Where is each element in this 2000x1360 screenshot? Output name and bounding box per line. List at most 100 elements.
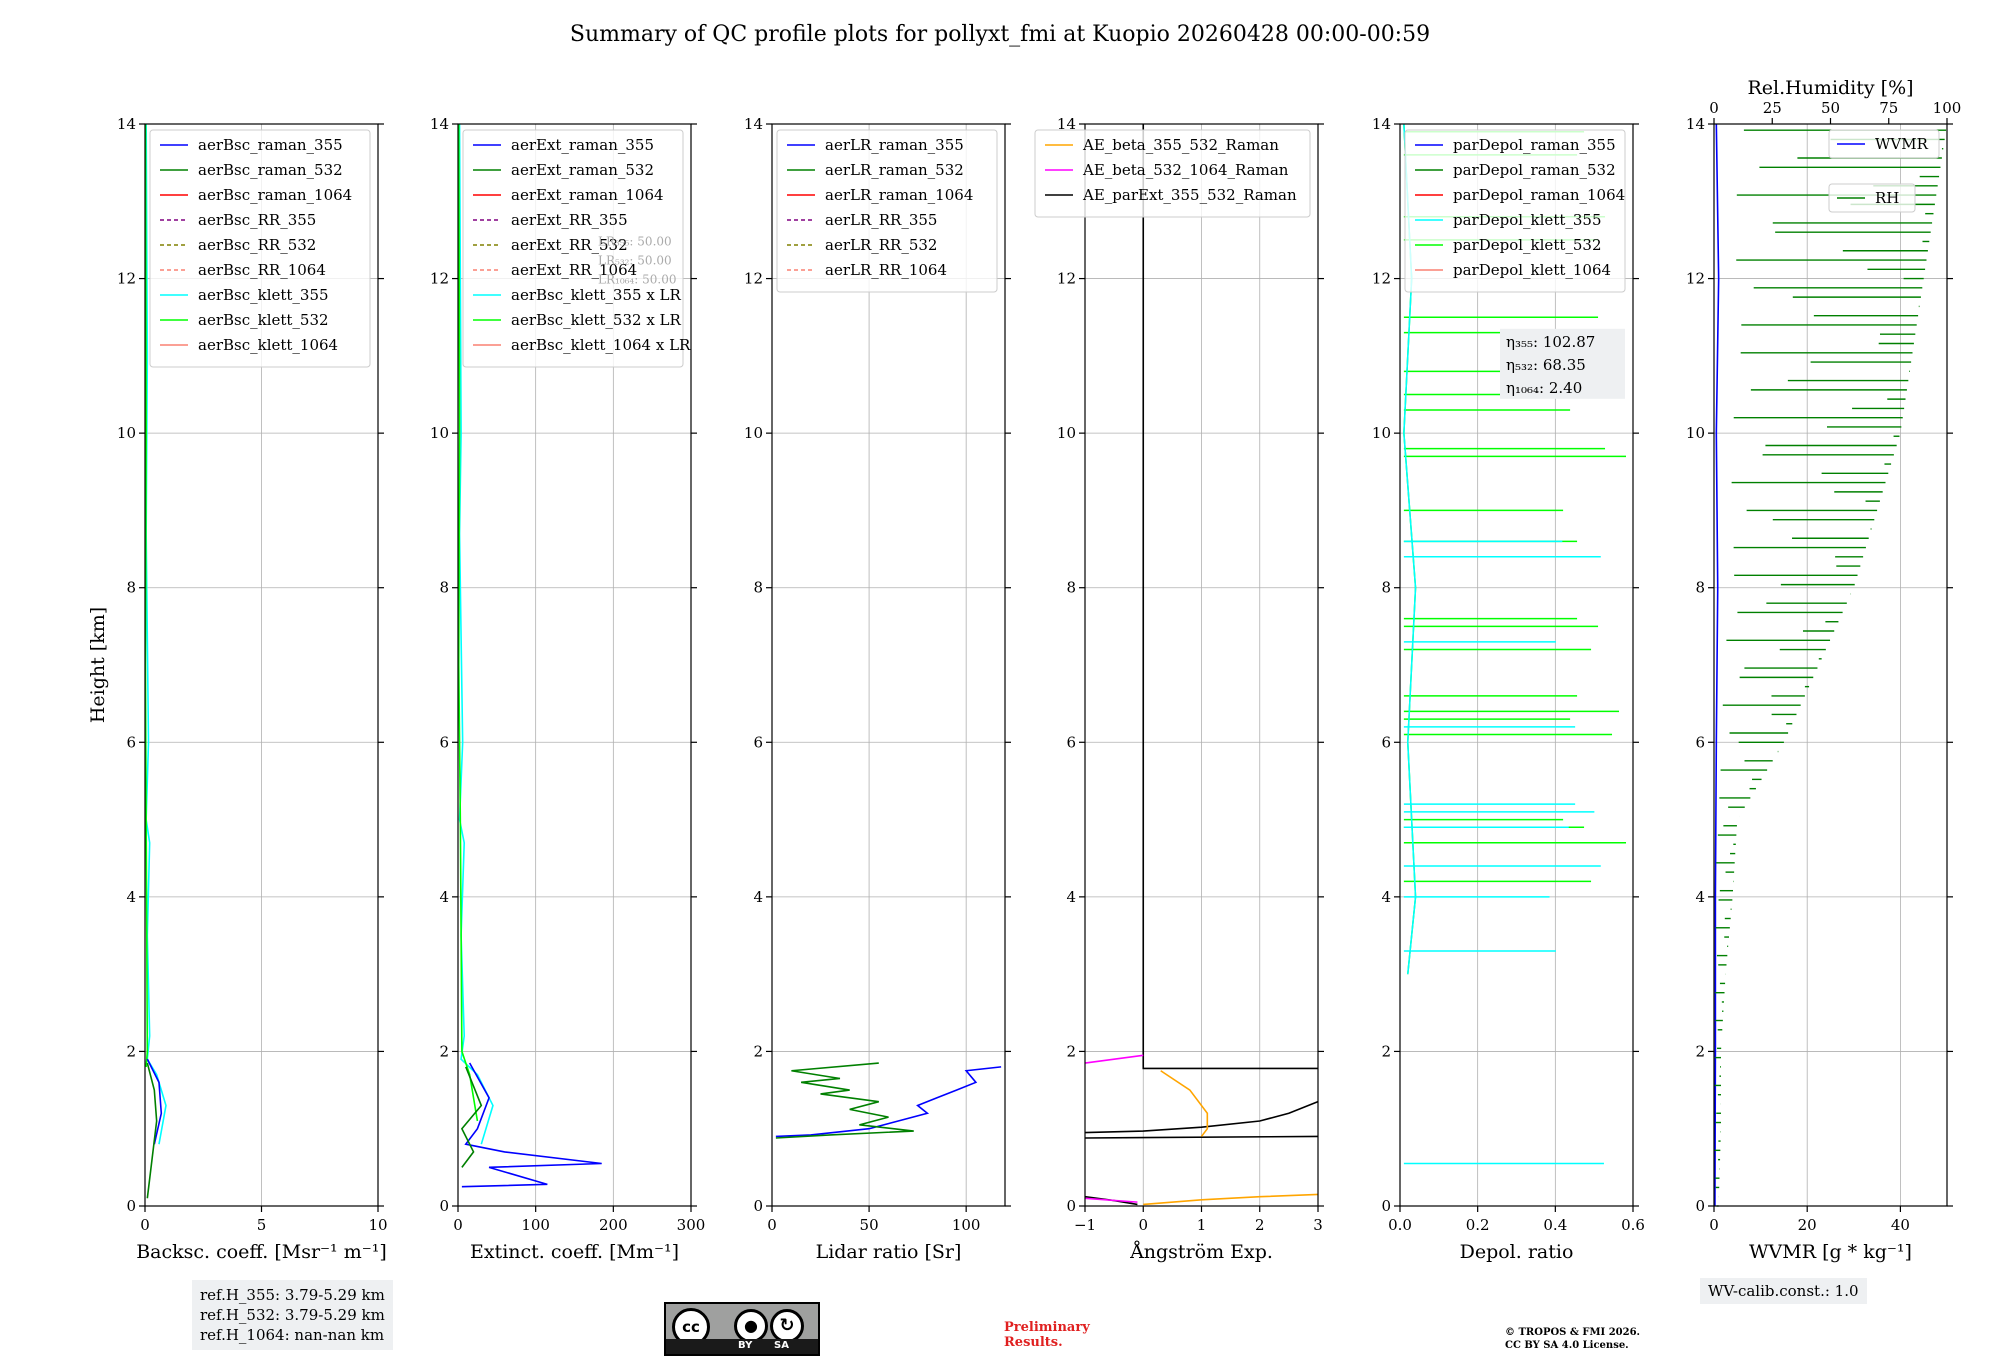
series-line-aerBsc_raman_532 bbox=[146, 1062, 158, 1199]
legend-label: aerBsc_klett_532 bbox=[198, 311, 329, 329]
wv-calib-box: WV-calib.const.: 1.0 bbox=[1700, 1278, 1867, 1304]
y-tick-label: 14 bbox=[1686, 115, 1705, 133]
x-axis-label: Lidar ratio [Sr] bbox=[816, 1241, 962, 1263]
x-axis-label: Ångström Exp. bbox=[1129, 1241, 1273, 1263]
x-tick-label: 0.2 bbox=[1466, 1216, 1490, 1234]
y-tick-label: 6 bbox=[1381, 733, 1391, 751]
panel-wv: 0 20 40 0 2 4 6 8 10 12 14 WVMR [g * kg⁻¹] 0 25 50 75 10… bbox=[1686, 77, 1961, 1263]
x-tick-label: 100 bbox=[952, 1216, 981, 1234]
legend-label: aerBsc_raman_532 bbox=[198, 161, 343, 179]
preliminary-line-1: Preliminary bbox=[1004, 1320, 1090, 1335]
cc-badge-bar: BY SA bbox=[666, 1339, 818, 1354]
y-tick-label: 2 bbox=[1381, 1042, 1391, 1060]
y-tick-label: 4 bbox=[1381, 888, 1391, 906]
legend-label: aerBsc_raman_355 bbox=[198, 136, 343, 154]
y-tick-label: 12 bbox=[1686, 270, 1705, 288]
y-tick-label: 0 bbox=[1066, 1197, 1076, 1215]
series-line-aerBsc_raman_355 bbox=[146, 1058, 163, 1145]
legend-label: aerExt_raman_1064 bbox=[511, 186, 664, 204]
y-tick-label: 12 bbox=[117, 270, 136, 288]
y-tick-label: 0 bbox=[126, 1197, 136, 1215]
reference-heights-box: ref.H_355: 3.79-5.29 km ref.H_532: 3.79-… bbox=[192, 1280, 393, 1350]
y-tick-label: 8 bbox=[1066, 579, 1076, 597]
x-tick-label: −1 bbox=[1074, 1216, 1096, 1234]
y-tick-label: 12 bbox=[1372, 270, 1391, 288]
copyright-line-1: © TROPOS & FMI 2026. bbox=[1505, 1327, 1641, 1338]
copyright-line-2: CC BY SA 4.0 License. bbox=[1505, 1340, 1629, 1351]
legend-box-wvmr bbox=[1828, 129, 1940, 159]
eta-label: η₁₀₆₄: 2.40 bbox=[1506, 379, 1582, 397]
y-tick-label: 14 bbox=[430, 115, 449, 133]
y-tick-label: 2 bbox=[439, 1042, 449, 1060]
x-tick-label: 20 bbox=[1798, 1216, 1817, 1234]
legend-label: AE_parExt_355_532_Raman bbox=[1082, 186, 1297, 204]
cc-license-badge: cc ● ↻ BY SA bbox=[664, 1302, 820, 1356]
x-axis-label: Depol. ratio bbox=[1460, 1241, 1574, 1263]
legend-box bbox=[1404, 129, 1626, 293]
cc-by-label: BY bbox=[738, 1340, 753, 1351]
legend-label: aerBsc_klett_1064 x LR bbox=[511, 336, 691, 354]
series-line-WVMR bbox=[1714, 123, 1720, 1207]
series-line-aerExt_raman_355 bbox=[461, 1062, 602, 1188]
y-tick-label: 0 bbox=[1695, 1197, 1705, 1215]
y-tick-label: 4 bbox=[1066, 888, 1076, 906]
axes-frame bbox=[771, 123, 1006, 1207]
series-line-AE_parExt_355_532_Raman bbox=[1084, 1100, 1319, 1134]
x-tick-label: 10 bbox=[368, 1216, 387, 1234]
y-tick-label: 0 bbox=[439, 1197, 449, 1215]
top-tick-label: 50 bbox=[1821, 99, 1840, 117]
y-tick-label: 2 bbox=[1066, 1042, 1076, 1060]
legend-label-rh: RH bbox=[1875, 189, 1899, 207]
panel-depol: 0.0 0.2 0.4 0.6 0 2 4 6 8 10 12 14 Depol. ratio parDe… bbox=[1372, 115, 1645, 1263]
legend-label: aerExt_RR_532 bbox=[511, 236, 628, 254]
y-tick-label: 8 bbox=[1695, 579, 1705, 597]
legend-label: aerLR_raman_355 bbox=[825, 136, 964, 154]
legend-label: AE_beta_355_532_Raman bbox=[1082, 136, 1279, 154]
lr-label: LR₁₀₆₄: 50.00 bbox=[598, 273, 676, 287]
legend-label: aerBsc_RR_355 bbox=[198, 211, 316, 229]
legend-label: aerBsc_klett_1064 bbox=[198, 336, 338, 354]
legend-label: aerBsc_klett_355 x LR bbox=[511, 286, 682, 304]
x-tick-label: 100 bbox=[521, 1216, 550, 1234]
series-line-AE_beta_532_1064_Raman bbox=[1084, 1197, 1138, 1203]
y-tick-label: 10 bbox=[744, 424, 763, 442]
y-tick-label: 10 bbox=[1686, 424, 1705, 442]
y-tick-label: 0 bbox=[1381, 1197, 1391, 1215]
x-axis-label: Extinct. coeff. [Mm⁻¹] bbox=[470, 1241, 679, 1263]
attribution-icon: ● bbox=[734, 1309, 768, 1343]
y-tick-label: 12 bbox=[744, 270, 763, 288]
y-tick-label: 2 bbox=[1695, 1042, 1705, 1060]
top-tick-label: 0 bbox=[1709, 99, 1719, 117]
axes-frame bbox=[1713, 123, 1948, 1207]
legend-label: aerLR_raman_532 bbox=[825, 161, 964, 179]
preliminary-line-2: Results. bbox=[1004, 1335, 1063, 1350]
top-axis-label: Rel.Humidity [%] bbox=[1747, 77, 1913, 99]
preliminary-notice: Preliminary Results. bbox=[1004, 1320, 1090, 1350]
legend-label: parDepol_klett_1064 bbox=[1453, 261, 1611, 279]
legend-label: aerExt_raman_355 bbox=[511, 136, 654, 154]
legend-label: parDepol_raman_355 bbox=[1453, 136, 1616, 154]
y-tick-label: 12 bbox=[1057, 270, 1076, 288]
series-line-AE_beta_355_532_Raman bbox=[1160, 1070, 1209, 1137]
y-tick-label: 12 bbox=[430, 270, 449, 288]
y-tick-label: 2 bbox=[753, 1042, 763, 1060]
y-tick-label: 14 bbox=[1372, 115, 1391, 133]
legend-box bbox=[462, 129, 684, 368]
legend-label: parDepol_klett_532 bbox=[1453, 236, 1602, 254]
y-axis-label: Height [km] bbox=[87, 607, 109, 723]
ref-height-355: ref.H_355: 3.79-5.29 km bbox=[200, 1286, 385, 1304]
legend-label: aerExt_raman_532 bbox=[511, 161, 654, 179]
x-tick-label: 200 bbox=[599, 1216, 628, 1234]
legend-label-wvmr: WVMR bbox=[1875, 135, 1929, 153]
ref-height-532: ref.H_532: 3.79-5.29 km bbox=[200, 1306, 385, 1324]
axes-frame bbox=[1399, 123, 1634, 1207]
x-tick-label: 50 bbox=[860, 1216, 879, 1234]
x-axis-label: Backsc. coeff. [Msr⁻¹ m⁻¹] bbox=[136, 1241, 387, 1263]
legend-label: aerBsc_klett_532 x LR bbox=[511, 311, 682, 329]
eta-label: η₃₅₅: 102.87 bbox=[1506, 333, 1595, 351]
series-line-AE_beta_532_1064_Raman bbox=[1084, 1054, 1144, 1064]
share-alike-icon: ↻ bbox=[770, 1309, 804, 1343]
legend-label: aerLR_RR_1064 bbox=[825, 261, 947, 279]
x-tick-label: 0.4 bbox=[1543, 1216, 1567, 1234]
